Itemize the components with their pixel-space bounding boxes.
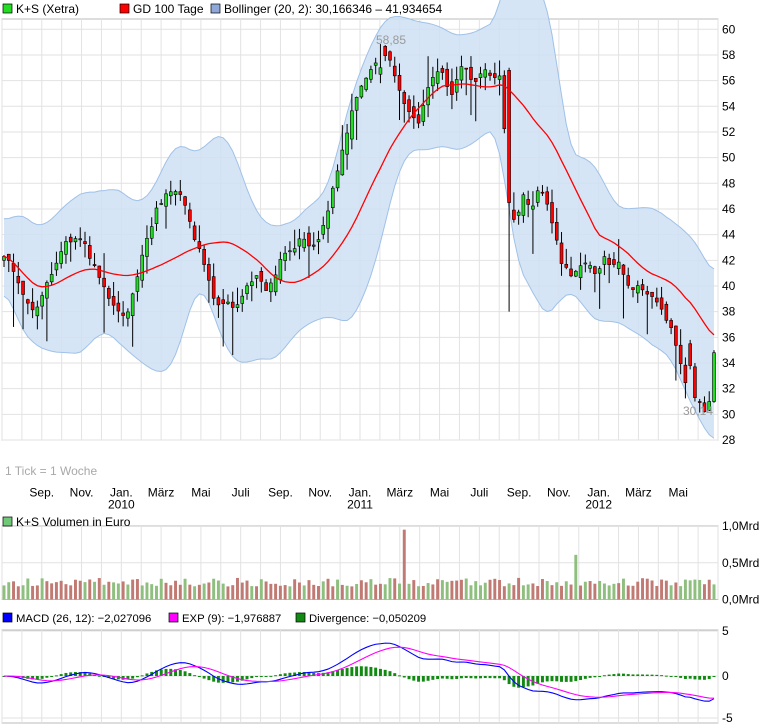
svg-text:40: 40 xyxy=(722,279,736,293)
svg-text:MACD (26, 12): −2,027096: MACD (26, 12): −2,027096 xyxy=(16,613,151,625)
svg-text:Mai: Mai xyxy=(669,486,688,500)
svg-text:1,0Mrd: 1,0Mrd xyxy=(722,519,759,533)
svg-text:Mai: Mai xyxy=(430,486,449,500)
svg-text:42: 42 xyxy=(722,253,736,267)
svg-text:2010: 2010 xyxy=(108,498,135,512)
svg-text:52: 52 xyxy=(722,125,736,139)
svg-text:Divergence: −0,050209: Divergence: −0,050209 xyxy=(309,613,426,625)
svg-text:58,85: 58,85 xyxy=(376,33,406,47)
svg-text:Nov.: Nov. xyxy=(70,486,94,500)
svg-text:56: 56 xyxy=(722,74,736,88)
svg-text:38: 38 xyxy=(722,305,736,319)
svg-text:Sep.: Sep. xyxy=(507,486,532,500)
svg-text:GD 100 Tage: GD 100 Tage xyxy=(133,2,204,16)
svg-text:32: 32 xyxy=(722,382,736,396)
svg-text:1 Tick = 1 Woche: 1 Tick = 1 Woche xyxy=(5,464,97,478)
svg-text:30,14: 30,14 xyxy=(683,404,713,418)
svg-text:Mai: Mai xyxy=(191,486,210,500)
svg-text:46: 46 xyxy=(722,202,736,216)
svg-text:März: März xyxy=(625,486,652,500)
svg-text:Bollinger (20, 2): 30,166346 –: Bollinger (20, 2): 30,166346 – 41,934654 xyxy=(224,2,442,16)
svg-text:Sep.: Sep. xyxy=(29,486,54,500)
svg-text:30: 30 xyxy=(722,407,736,421)
svg-text:0: 0 xyxy=(722,669,729,683)
svg-text:Sep.: Sep. xyxy=(268,486,293,500)
svg-text:54: 54 xyxy=(722,99,736,113)
svg-text:2011: 2011 xyxy=(347,498,373,512)
svg-text:60: 60 xyxy=(722,22,736,36)
svg-text:34: 34 xyxy=(722,356,736,370)
svg-text:-5: -5 xyxy=(722,711,733,724)
svg-text:EXP (9): −1,976887: EXP (9): −1,976887 xyxy=(182,613,281,625)
svg-text:5: 5 xyxy=(722,624,729,638)
svg-text:50: 50 xyxy=(722,151,736,165)
svg-text:0,5Mrd: 0,5Mrd xyxy=(722,556,759,570)
svg-text:0,0Mrd: 0,0Mrd xyxy=(722,593,759,607)
svg-text:36: 36 xyxy=(722,330,736,344)
svg-text:K+S (Xetra): K+S (Xetra) xyxy=(16,2,79,16)
svg-text:48: 48 xyxy=(722,176,736,190)
svg-text:28: 28 xyxy=(722,433,736,447)
svg-text:März: März xyxy=(148,486,175,500)
svg-text:58: 58 xyxy=(722,48,736,62)
svg-text:44: 44 xyxy=(722,228,736,242)
svg-text:Nov.: Nov. xyxy=(308,486,332,500)
svg-text:Nov.: Nov. xyxy=(547,486,571,500)
svg-text:2012: 2012 xyxy=(585,498,612,512)
svg-text:Juli: Juli xyxy=(470,486,488,500)
svg-text:K+S Volumen in Euro: K+S Volumen in Euro xyxy=(16,515,131,529)
svg-text:März: März xyxy=(386,486,413,500)
svg-text:Juli: Juli xyxy=(232,486,250,500)
